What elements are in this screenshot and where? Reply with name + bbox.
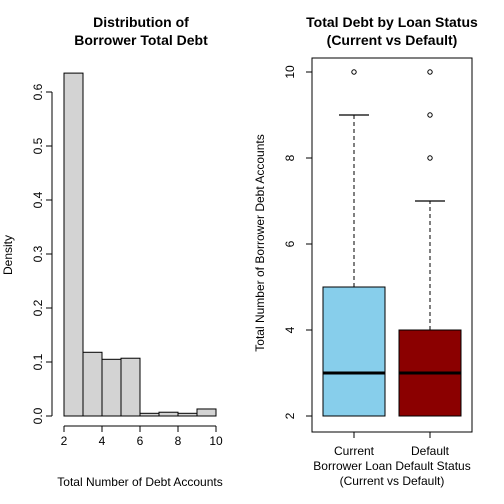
histogram-y-tick-label-1: 0.1 xyxy=(31,353,45,370)
histogram-bar-1 xyxy=(82,351,103,417)
boxplot-frame xyxy=(311,57,473,433)
histogram-panel: Distribution of Borrower Total Debt 2 4 6 8… xyxy=(1,14,223,489)
histogram-bar-0 xyxy=(63,72,84,417)
boxplot-x-tick-label-current: Current xyxy=(334,444,375,458)
boxplot-x-axis-label-line-2: (Current vs Default) xyxy=(340,474,445,488)
boxplot-default-outlier-8 xyxy=(427,155,433,161)
histogram-y-tick-label-5: 0.5 xyxy=(31,137,45,154)
histogram-x-tick-label-2: 2 xyxy=(61,434,68,448)
histogram-x-axis: 2 4 6 8 10 xyxy=(61,425,223,448)
histogram-bar-5 xyxy=(158,411,179,417)
histogram-y-axis: 0.0 0.1 0.2 0.3 0.4 0.5 0.6 xyxy=(31,83,53,424)
boxplot-y-tick-label-6: 6 xyxy=(283,240,297,247)
histogram-bar-3 xyxy=(120,357,141,417)
boxplot-y-tick-label-10: 10 xyxy=(283,65,297,79)
histogram-x-tick-label-8: 8 xyxy=(175,434,182,448)
boxplot-panel: Total Debt by Loan Status (Current vs De… xyxy=(253,14,478,488)
histogram-y-tick-label-0: 0.0 xyxy=(31,407,45,424)
histogram-bar-2 xyxy=(101,358,122,417)
histogram-x-tick-label-6: 6 xyxy=(137,434,144,448)
histogram-title-line-2: Borrower Total Debt xyxy=(74,32,208,48)
boxplot-default-outlier-9 xyxy=(427,112,433,118)
boxplot-current-outlier-10 xyxy=(351,69,357,75)
histogram-bar-6 xyxy=(177,412,198,417)
histogram-y-tick-label-3: 0.3 xyxy=(31,245,45,262)
histogram-y-tick-label-6: 0.6 xyxy=(31,83,45,100)
boxplot-x-axis: Current Default xyxy=(334,432,450,458)
boxplot-y-tick-label-4: 4 xyxy=(283,326,297,333)
boxplot-y-tick-label-8: 8 xyxy=(283,154,297,161)
boxplot-y-tick-label-2: 2 xyxy=(283,412,297,419)
histogram-y-tick-label-4: 0.4 xyxy=(31,191,45,208)
histogram-bar-4 xyxy=(139,412,160,417)
histogram-x-axis-label: Total Number of Debt Accounts xyxy=(57,475,222,489)
boxplot-current-box xyxy=(322,286,386,417)
histogram-x-tick-label-10: 10 xyxy=(209,434,223,448)
boxplot-boxes xyxy=(322,69,462,417)
histogram-x-tick-label-4: 4 xyxy=(99,434,106,448)
histogram-title-line-1: Distribution of xyxy=(93,14,189,30)
histogram-y-tick-label-2: 0.2 xyxy=(31,299,45,316)
boxplot-y-axis-label: Total Number of Borrower Debt Accounts xyxy=(253,134,267,351)
boxplot-x-tick-label-default: Default xyxy=(411,444,450,458)
boxplot-x-axis-label-line-1: Borrower Loan Default Status xyxy=(313,459,470,473)
boxplot-title-line-1: Total Debt by Loan Status xyxy=(306,14,478,30)
histogram-y-axis-label: Density xyxy=(1,235,15,275)
boxplot-title-line-2: (Current vs Default) xyxy=(327,32,458,48)
boxplot-default-outlier-10 xyxy=(427,69,433,75)
histogram-bars xyxy=(63,72,217,417)
histogram-bar-7 xyxy=(196,408,217,417)
boxplot-y-axis: 2 4 6 8 10 xyxy=(283,65,312,419)
